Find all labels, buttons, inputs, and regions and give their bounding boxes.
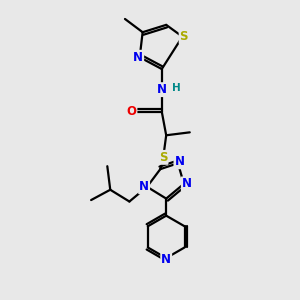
Text: S: S: [180, 30, 188, 43]
Text: O: O: [127, 105, 136, 118]
Text: N: N: [139, 180, 149, 193]
Text: N: N: [182, 177, 192, 190]
Text: N: N: [157, 83, 167, 96]
Text: S: S: [159, 151, 167, 164]
Text: N: N: [133, 51, 143, 64]
Text: N: N: [174, 155, 184, 168]
Text: N: N: [161, 253, 171, 266]
Text: H: H: [172, 83, 180, 93]
